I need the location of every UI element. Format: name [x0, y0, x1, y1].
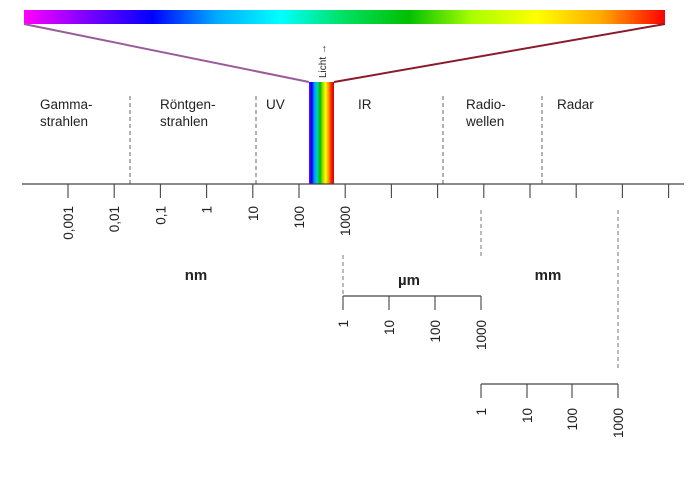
region-label-gamma-line1: Gamma- [40, 97, 93, 112]
nm-tick-label-4: 10 [246, 206, 261, 221]
region-label-roentgen-line2: strahlen [160, 114, 208, 129]
licht-label: Licht → [318, 44, 329, 78]
nm-tick-label-0: 0,001 [61, 206, 76, 240]
region-label-radio-line2: wellen [465, 114, 504, 129]
region-label-gamma-line2: strahlen [40, 114, 88, 129]
nm-tick-label-5: 100 [292, 206, 307, 229]
region-label-roentgen: Röntgen- strahlen [160, 97, 219, 129]
mm-tick-label-2: 100 [565, 408, 580, 431]
um-tick-label-2: 100 [428, 320, 443, 343]
region-label-uv: UV [266, 97, 285, 112]
region-labels: Gamma- strahlen Röntgen- strahlen UV IR … [40, 97, 594, 129]
nm-tick-label-2: 0,1 [153, 206, 168, 225]
region-label-radar: Radar [557, 97, 594, 112]
region-label-ir: IR [358, 97, 372, 112]
mm-tick-labels: 1 10 100 1000 [474, 408, 626, 438]
um-tick-label-0: 1 [336, 320, 351, 328]
mm-tick-label-0: 1 [474, 408, 489, 416]
mm-axis-ticks [480, 384, 619, 398]
region-label-uv-line1: UV [266, 97, 285, 112]
mm-unit-label: mm [535, 267, 562, 284]
nm-tick-labels: 0,001 0,01 0,1 1 10 100 1000 [61, 206, 353, 240]
red-funnel-line [333, 23, 666, 83]
violet-funnel-line [23, 23, 310, 83]
region-label-radio-line1: Radio- [466, 97, 506, 112]
um-tick-label-3: 1000 [474, 320, 489, 350]
region-label-ir-line1: IR [358, 97, 372, 112]
um-tick-labels: 1 10 100 1000 [336, 320, 489, 350]
spectrum-bar [24, 10, 665, 24]
visible-light-band [309, 82, 334, 184]
mm-tick-label-3: 1000 [611, 408, 626, 438]
region-label-radar-line1: Radar [557, 97, 594, 112]
mm-tick-label-1: 10 [520, 408, 535, 423]
um-axis-ticks [342, 296, 482, 310]
region-separators [129, 96, 543, 186]
main-axis-ticks [67, 184, 670, 198]
region-label-radio: Radio- wellen [465, 97, 510, 129]
region-label-roentgen-line1: Röntgen- [160, 97, 216, 112]
region-label-gamma: Gamma- strahlen [40, 97, 96, 129]
nm-tick-label-3: 1 [200, 206, 215, 214]
um-tick-label-1: 10 [382, 320, 397, 335]
nm-unit-label: nm [185, 267, 208, 284]
nm-tick-label-6: 1000 [338, 206, 353, 236]
nm-tick-label-1: 0,01 [107, 206, 122, 232]
um-unit-label: µm [398, 272, 420, 289]
